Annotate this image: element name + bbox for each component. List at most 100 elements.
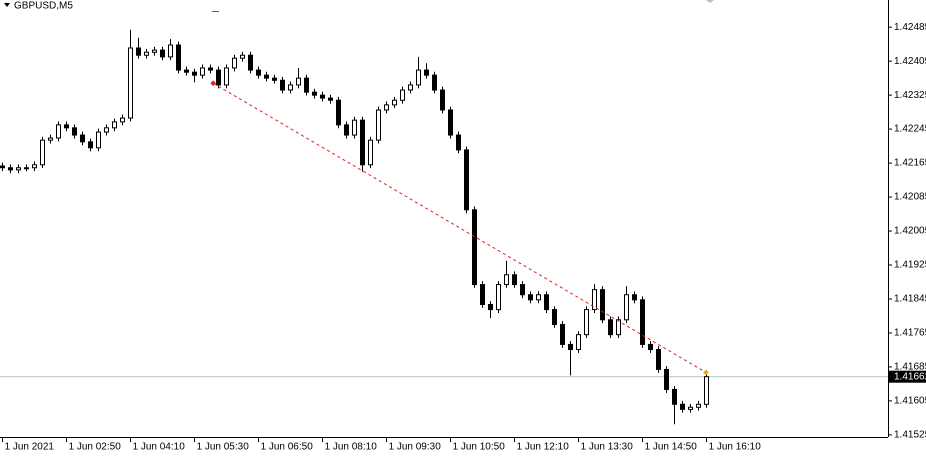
candle-body [648, 343, 653, 351]
candle-body [616, 319, 621, 336]
x-tick-label: 1 Jun 05:30 [197, 442, 250, 453]
y-tick-label: 1.41685 [894, 362, 926, 373]
candle-body [672, 388, 677, 405]
candle-body [32, 164, 37, 169]
menu-arrow[interactable] [4, 3, 10, 7]
candle-body [0, 165, 5, 169]
candle-body [200, 67, 205, 76]
x-tick-label: 1 Jun 02:50 [69, 442, 122, 453]
candle-body [400, 89, 405, 101]
candle-body [408, 84, 413, 91]
x-tick-label: 1 Jun 14:50 [645, 442, 698, 453]
candle-body [456, 134, 461, 151]
candle-body [176, 44, 181, 71]
y-tick-label: 1.41845 [894, 294, 926, 305]
candle-body [704, 376, 709, 405]
x-tick-label: 1 Jun 2021 [5, 442, 55, 453]
candle-body [512, 274, 517, 286]
marker [706, 0, 714, 3]
candle-body [392, 99, 397, 106]
x-tick-label: 1 Jun 06:50 [261, 442, 314, 453]
candle-body [256, 69, 261, 76]
candle-body [168, 44, 173, 58]
candle-body [504, 274, 509, 286]
candle-body [328, 97, 333, 101]
x-tick-label: 1 Jun 04:10 [133, 442, 186, 453]
y-tick-label: 1.42085 [894, 192, 926, 203]
candle-body [88, 141, 93, 149]
candle-body [232, 57, 237, 69]
candle-body [336, 99, 341, 126]
candle-body [112, 121, 117, 129]
candle-body [288, 84, 293, 91]
candle-body [144, 51, 149, 56]
candle-body [72, 127, 77, 136]
candle-body [568, 343, 573, 351]
candle-body [496, 284, 501, 311]
candle-body [448, 109, 453, 136]
y-tick-label: 1.41525 [894, 430, 926, 441]
y-tick-label: 1.42245 [894, 124, 926, 135]
candle-body [8, 167, 13, 171]
candle-body [96, 131, 101, 149]
candle-body [656, 349, 661, 370]
candle-body [264, 74, 269, 79]
y-tick-label: 1.42405 [894, 56, 926, 67]
candle-body [344, 124, 349, 136]
candle-body [48, 137, 53, 141]
candle-body [320, 94, 325, 99]
candle-body [376, 109, 381, 141]
candle-body [464, 149, 469, 211]
last-price-label: 1.41662 [894, 371, 926, 382]
candle-body [248, 54, 253, 71]
candle-body [576, 334, 581, 351]
candle-body [128, 47, 133, 119]
x-tick-label: 1 Jun 13:30 [581, 442, 634, 453]
candle-body [272, 77, 277, 81]
chart-title: GBPUSD,M5 [14, 1, 73, 12]
candle-body [480, 284, 485, 305]
trend-line [212, 82, 707, 373]
candle-body [592, 289, 597, 311]
candle-body [664, 368, 669, 390]
candle-body [528, 294, 533, 301]
candle-body [608, 319, 613, 336]
y-tick-label: 1.42005 [894, 226, 926, 237]
candle-body [16, 167, 21, 171]
candle-body [192, 71, 197, 76]
candle-body [104, 127, 109, 133]
candle-body [56, 124, 61, 139]
candle-body [440, 89, 445, 111]
y-tick-label: 1.41605 [894, 396, 926, 407]
candle-body [224, 67, 229, 86]
candle-body [296, 77, 301, 86]
candle-body [600, 289, 605, 321]
candle-body [632, 294, 637, 301]
candle-body [640, 299, 645, 345]
candle-body [584, 309, 589, 336]
candle-body [384, 104, 389, 111]
x-tick-label: 1 Jun 09:30 [389, 442, 442, 453]
candle-body [352, 119, 357, 136]
candle-body [216, 69, 221, 86]
candle-body [80, 134, 85, 143]
x-tick-label: 1 Jun 10:50 [453, 442, 506, 453]
candle-body [368, 139, 373, 166]
candle-body [64, 124, 69, 129]
candle-body [136, 47, 141, 56]
last-price-box [889, 370, 926, 383]
candle-body [240, 54, 245, 59]
candle-body [544, 294, 549, 311]
candle-body [688, 406, 693, 410]
candle-body [312, 91, 317, 96]
candle-body [416, 69, 421, 86]
candle-body [160, 49, 165, 58]
candle-body [184, 69, 189, 73]
candle-body [520, 284, 525, 296]
trend-line-start [210, 80, 217, 87]
candle-body [552, 309, 557, 325]
y-tick-label: 1.41925 [894, 260, 926, 271]
candle-body [304, 77, 309, 93]
candle-body [488, 303, 493, 311]
